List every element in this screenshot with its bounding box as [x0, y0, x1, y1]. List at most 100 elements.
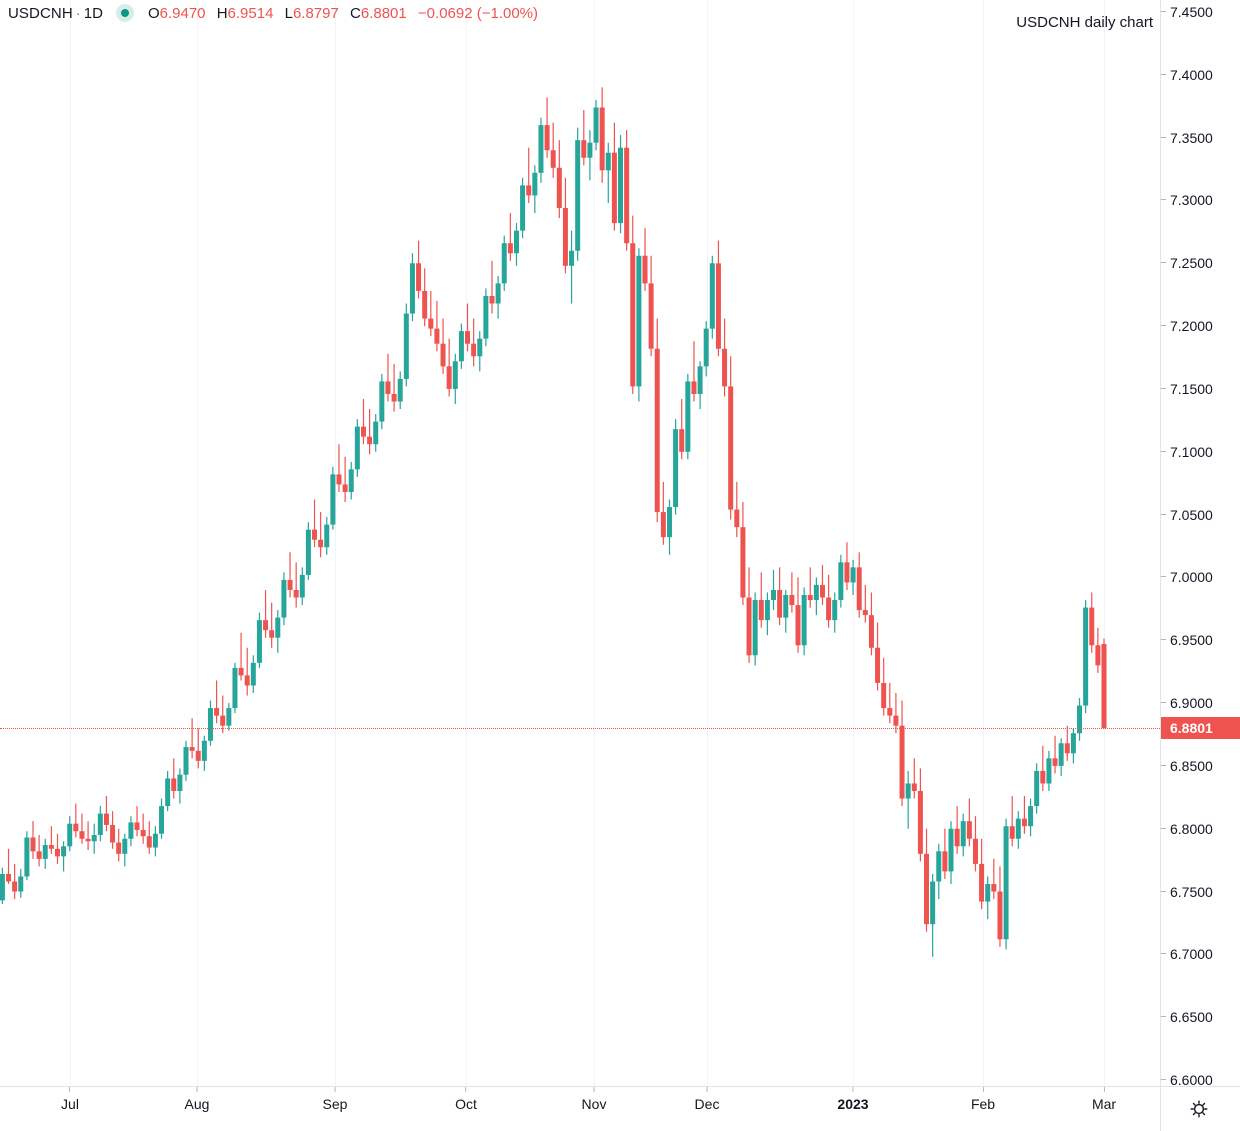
- candle-body: [887, 708, 893, 716]
- candle-body: [79, 831, 85, 839]
- candle-body: [24, 837, 30, 877]
- candle-body: [134, 822, 140, 830]
- price-tick-label: 6.9500: [1170, 632, 1213, 649]
- candle-body: [1009, 826, 1015, 839]
- time-tick-label: Feb: [970, 1096, 996, 1112]
- time-tick: Mar: [1092, 1087, 1116, 1112]
- candle-body: [771, 589, 777, 601]
- candle-wick: [993, 858, 995, 900]
- candle-body: [526, 185, 532, 196]
- candle-body: [30, 837, 36, 852]
- candle-body: [403, 313, 409, 379]
- ohlc-low: L6.8797: [285, 5, 339, 22]
- symbol-label[interactable]: USDCNH: [8, 4, 73, 22]
- candle-wick: [295, 562, 297, 608]
- candle-body: [6, 873, 12, 882]
- candle-body: [832, 600, 838, 621]
- vertical-gridline: [983, 0, 984, 1086]
- candle-body: [12, 881, 18, 892]
- candle-body: [275, 617, 281, 638]
- candle-body: [146, 836, 152, 848]
- candle-wick: [436, 300, 438, 352]
- time-tick-mark: [852, 1087, 854, 1092]
- candle-wick: [191, 718, 193, 759]
- price-tick-mark: [1161, 73, 1166, 75]
- candle-body: [801, 595, 807, 646]
- candle-wick: [222, 695, 224, 734]
- time-tick-label: Aug: [184, 1096, 210, 1112]
- candle-body: [103, 813, 109, 825]
- price-tick-label: 7.2500: [1170, 255, 1213, 272]
- price-tick-mark: [1161, 827, 1166, 829]
- candle-wick: [271, 602, 273, 648]
- candle-body: [189, 747, 195, 751]
- candle-wick: [791, 572, 793, 613]
- candle-body: [673, 429, 679, 508]
- candle-body: [611, 152, 617, 224]
- candle-body: [110, 824, 116, 843]
- candle-body: [630, 243, 636, 387]
- candle-body: [244, 675, 250, 686]
- candle-body: [220, 715, 226, 726]
- time-tick-mark: [465, 1087, 467, 1092]
- last-price-badge[interactable]: 6.8801: [1161, 717, 1240, 740]
- candle-body: [752, 600, 758, 656]
- candle-wick: [466, 303, 469, 352]
- interval-label[interactable]: 1D: [83, 4, 103, 22]
- candle-body: [917, 791, 923, 854]
- change-absolute: −0.0692: [417, 4, 473, 22]
- time-tick-mark: [982, 1087, 984, 1092]
- candle-body: [715, 263, 721, 349]
- price-axis[interactable]: 7.4500 7.4000 7.3500 7.3000 7.2500 7.2000 7.15…: [1160, 0, 1240, 1086]
- ohlc-close: C6.8801: [350, 5, 407, 22]
- candle-body: [1034, 770, 1040, 807]
- candle-wick: [289, 552, 291, 598]
- price-pane[interactable]: [0, 0, 1160, 1086]
- candle-body: [758, 600, 764, 621]
- candle-body: [54, 848, 60, 857]
- gear-icon[interactable]: [1188, 1098, 1210, 1120]
- price-tick-label: 7.0500: [1170, 506, 1213, 523]
- price-tick-mark: [1161, 953, 1166, 955]
- candle-body: [1015, 818, 1021, 839]
- candle-wick: [56, 833, 59, 864]
- candle-body: [159, 806, 165, 834]
- candle-body: [881, 682, 887, 709]
- candle-wick: [216, 680, 218, 724]
- candle-wick: [87, 821, 89, 851]
- price-tick-label: 7.2000: [1170, 318, 1213, 335]
- candle-body: [385, 381, 391, 394]
- candle-body: [746, 597, 752, 656]
- candle-body: [850, 567, 856, 583]
- candle-wick: [369, 409, 371, 455]
- candle-wick: [75, 803, 77, 838]
- candle-body: [397, 378, 403, 402]
- candle-wick: [570, 230, 573, 304]
- candle-body: [42, 845, 48, 859]
- candle-wick: [1011, 796, 1013, 847]
- candle-body: [972, 838, 978, 864]
- live-status-dot-icon[interactable]: [115, 4, 134, 22]
- candle-body: [287, 579, 293, 590]
- candle-body: [569, 250, 575, 266]
- candle-body: [214, 708, 220, 716]
- candle-body: [305, 529, 311, 575]
- price-tick-mark: [1161, 387, 1166, 389]
- price-tick-label: 6.7500: [1170, 883, 1213, 900]
- candle-body: [1089, 607, 1095, 646]
- candle-body: [728, 386, 734, 510]
- candle-body: [1040, 770, 1046, 784]
- close-label: C: [350, 4, 361, 22]
- price-tick-mark: [1161, 764, 1166, 766]
- candle-body: [67, 823, 73, 847]
- time-tick: Sep: [323, 1087, 347, 1112]
- candle-body: [556, 167, 562, 209]
- time-axis[interactable]: Jul Aug Sep Oct Nov Dec 2023 Feb Mar: [0, 1086, 1240, 1131]
- vertical-gridline: [594, 0, 595, 1086]
- candle-body: [1003, 826, 1009, 940]
- price-tick-mark: [1161, 325, 1166, 327]
- vertical-gridline: [197, 0, 198, 1086]
- candle-body: [507, 243, 513, 254]
- candle-wick: [693, 341, 695, 402]
